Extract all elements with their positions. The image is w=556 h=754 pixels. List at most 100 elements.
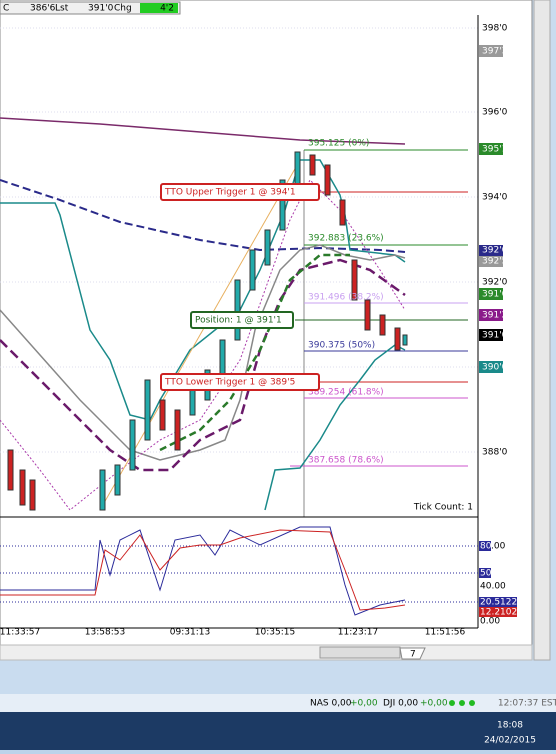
circle-shape (469, 700, 475, 706)
rect-shape (129, 419, 136, 471)
rect-shape (479, 607, 517, 617)
rect-shape (7, 449, 14, 491)
rect-shape (0, 694, 556, 712)
rect-shape (479, 245, 503, 256)
rect-shape (174, 409, 181, 451)
label: Chg (114, 4, 132, 14)
label: 394'0 (482, 193, 508, 203)
polyline-shape (159, 253, 350, 452)
rect-shape (379, 314, 386, 336)
label: 388'0 (482, 448, 508, 458)
label: 11:51:56 (425, 628, 466, 638)
rect-shape (479, 256, 503, 267)
label: 395.125 (0%) (308, 139, 369, 149)
rect-shape (479, 329, 503, 341)
rect-shape (533, 0, 551, 661)
rect-shape (29, 479, 36, 511)
rect-shape (339, 199, 346, 226)
label: 390'0 (482, 363, 508, 373)
polyline-shape (0, 244, 406, 461)
rect-shape (402, 334, 408, 346)
rect-shape (324, 164, 331, 196)
rect-shape (159, 399, 166, 431)
scroll-controls[interactable] (319, 646, 401, 659)
label: 11:23:17 (338, 628, 378, 638)
polyline-shape (0, 117, 406, 145)
rect-shape (99, 469, 106, 511)
rect-shape (479, 568, 491, 578)
label: 391'0 (482, 331, 508, 341)
rect-shape (0, 0, 533, 661)
polyline-shape (0, 529, 406, 611)
rect-shape (479, 288, 503, 300)
label: .00 (491, 542, 506, 552)
label: 80 (480, 542, 492, 552)
upper-trigger[interactable] (160, 183, 320, 201)
label: C (3, 4, 9, 14)
label: 13:58:53 (85, 628, 125, 638)
label: 10:35:15 (255, 628, 295, 638)
label: 391'2 (482, 311, 507, 321)
label: TTO Lower Trigger 1 @ 389'5 (164, 378, 295, 388)
label: 391'6 (482, 290, 508, 300)
label: 396'0 (482, 108, 508, 118)
rect-shape (234, 279, 241, 341)
tab[interactable] (399, 647, 426, 660)
rect-shape (364, 299, 371, 331)
rect-shape (0, 1, 181, 15)
rect-shape (264, 229, 271, 266)
label: 50 (480, 569, 492, 579)
rect-shape (479, 309, 503, 321)
rect-shape (351, 259, 358, 301)
rect-shape (294, 151, 301, 188)
rect-shape (144, 379, 151, 441)
label: 12:07:37 EST (498, 699, 556, 709)
position-box[interactable] (190, 311, 294, 329)
rect-shape (479, 45, 503, 57)
lower-trigger[interactable] (160, 373, 320, 391)
rect-shape (189, 389, 196, 416)
label: Position: 1 @ 391'1 (195, 316, 282, 326)
rect-shape (479, 361, 503, 373)
polyline-shape (0, 179, 406, 253)
label: 392.883 (23.6%) (308, 234, 384, 244)
label: TTO Upper Trigger 1 @ 394'1 (164, 188, 296, 198)
rect-shape (114, 464, 121, 496)
label: 20.5122 (480, 598, 517, 608)
label: 0.00 (480, 617, 500, 627)
label: 392'5 (482, 257, 507, 267)
label: Tick Count: 1 (413, 503, 473, 513)
rect-shape (249, 249, 256, 291)
label: +0,00 (420, 699, 448, 709)
polyline-shape (0, 258, 406, 472)
label: 12.2102 (480, 608, 517, 618)
label: 397'3 (482, 47, 507, 57)
label: 389.254 (61.8%) (308, 388, 384, 398)
label: 7 (410, 650, 416, 660)
label: NAS 0,00 (310, 699, 352, 709)
label: 387.658 (78.6%) (308, 456, 384, 466)
rect-shape (140, 3, 178, 13)
label: 40.00 (480, 582, 506, 592)
polyline-shape (0, 526, 406, 616)
rect-shape (309, 154, 316, 176)
polyline-shape (264, 344, 406, 511)
label: 09:31:13 (170, 628, 210, 638)
g-shape (449, 700, 475, 706)
circle-shape (459, 700, 465, 706)
rect-shape (479, 541, 491, 551)
label: 11:33:57 (0, 628, 40, 638)
label: 391'0 (88, 4, 114, 14)
label: Lst (55, 4, 69, 14)
label: 392'0 (482, 278, 508, 288)
label: 390.375 (50%) (308, 341, 375, 351)
rect-shape (19, 469, 26, 506)
rect-shape (0, 644, 533, 661)
label: 18:08 (497, 721, 523, 731)
label: 395'1 (482, 145, 507, 155)
circle-shape (449, 700, 455, 706)
label: DJI 0,00 (383, 699, 418, 709)
label: +0,00 (350, 699, 378, 709)
label: 4'2 (160, 4, 174, 14)
